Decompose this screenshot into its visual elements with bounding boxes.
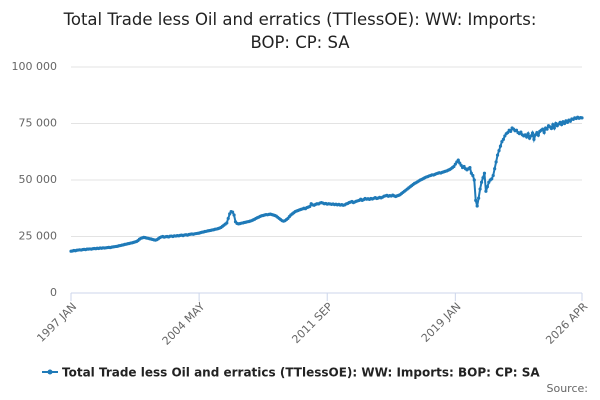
point <box>491 173 495 178</box>
y-tick-label: 25 000 <box>19 230 58 243</box>
point <box>497 149 501 153</box>
point <box>456 158 460 162</box>
x-tick-label: 2019 JAN <box>419 300 464 345</box>
point <box>527 136 532 140</box>
legend-marker <box>47 369 53 375</box>
point <box>551 123 555 127</box>
point <box>471 173 475 178</box>
point <box>485 185 489 189</box>
point <box>230 210 235 214</box>
point <box>580 116 584 120</box>
legend: Total Trade less Oil and erratics (TTles… <box>42 366 540 380</box>
point <box>501 137 505 141</box>
point <box>552 126 556 130</box>
point <box>568 119 572 123</box>
point <box>523 133 527 137</box>
point <box>478 187 482 191</box>
point <box>482 171 487 175</box>
point <box>495 153 500 157</box>
point <box>475 204 479 208</box>
point <box>490 177 494 181</box>
title-line: BOP: CP: SA <box>250 33 350 52</box>
point <box>500 139 504 144</box>
point <box>474 198 478 202</box>
x-tick-label: 1997 JAN <box>34 300 79 345</box>
point <box>477 196 481 200</box>
point <box>529 134 533 138</box>
y-tick-label: 100 000 <box>12 60 58 73</box>
point <box>509 129 513 134</box>
y-tick-label: 75 000 <box>19 117 58 130</box>
point <box>503 134 507 138</box>
point <box>558 120 562 124</box>
point <box>535 130 539 135</box>
point <box>493 167 497 171</box>
x-tick-label: 2011 SEP <box>289 300 335 346</box>
point <box>453 162 457 166</box>
point <box>549 126 554 131</box>
y-tick-label: 0 <box>50 286 57 299</box>
point <box>494 160 498 164</box>
point <box>462 164 466 169</box>
point <box>479 180 484 184</box>
point <box>472 178 476 182</box>
point <box>533 133 538 137</box>
point <box>225 221 229 225</box>
point <box>542 130 546 135</box>
source: Source: <box>547 382 589 395</box>
point <box>458 161 462 165</box>
point <box>562 121 567 126</box>
point <box>468 165 472 170</box>
point <box>545 127 549 131</box>
point <box>228 212 232 216</box>
point <box>525 135 529 139</box>
point <box>554 121 558 126</box>
title-line: Total Trade less Oil and erratics (TTles… <box>63 10 537 29</box>
point <box>469 171 473 175</box>
y-tick-label: 50 000 <box>19 173 58 186</box>
legend-label: Total Trade less Oil and erratics (TTles… <box>62 366 540 380</box>
point <box>532 137 536 141</box>
x-tick-label: 2026 APR <box>543 300 590 347</box>
point <box>481 176 485 180</box>
point <box>459 163 463 167</box>
point <box>530 131 535 135</box>
point <box>484 189 488 193</box>
x-tick-label: 2004 MAY <box>160 300 208 348</box>
point <box>565 120 570 124</box>
point <box>498 144 503 148</box>
point <box>514 128 519 132</box>
point <box>308 204 312 209</box>
point <box>487 180 491 184</box>
point <box>506 130 510 135</box>
point <box>536 133 540 137</box>
point <box>232 213 236 217</box>
point <box>541 127 545 131</box>
point <box>452 164 456 169</box>
point <box>560 123 564 127</box>
chart-title: Total Trade less Oil and erratics (TTles… <box>63 10 537 52</box>
point <box>226 216 230 221</box>
point <box>519 130 523 134</box>
point <box>526 132 530 136</box>
